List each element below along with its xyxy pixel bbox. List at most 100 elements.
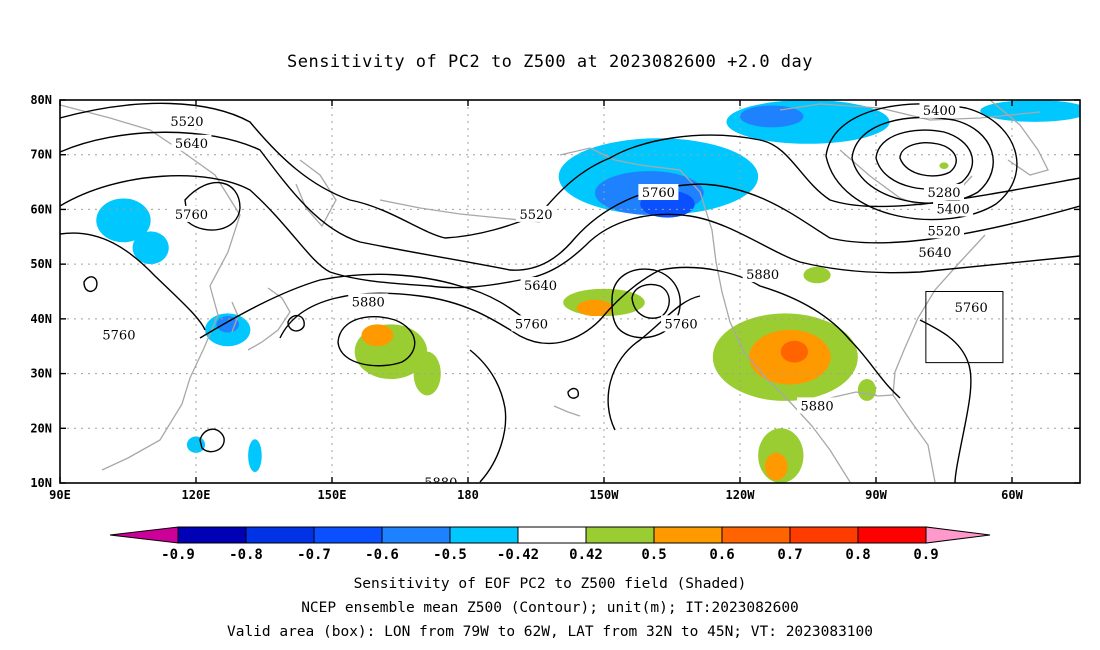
colorbar-end-left bbox=[109, 526, 179, 544]
shaded-region-21 bbox=[764, 452, 788, 481]
shaded-region-22 bbox=[803, 266, 831, 284]
contour-label-bg bbox=[919, 101, 960, 118]
contour-north-canada-low-4 bbox=[825, 103, 1018, 221]
colorbar-segment bbox=[313, 526, 383, 544]
shaded-region-11 bbox=[980, 100, 1080, 122]
colorbar-label: -0.8 bbox=[229, 547, 263, 563]
contour-label: 5520 bbox=[170, 115, 203, 130]
contour-label: 5400 bbox=[937, 202, 970, 217]
colorbar-label: -0.5 bbox=[433, 547, 467, 563]
contour-label-bg bbox=[797, 397, 838, 414]
contour-5640-line bbox=[60, 131, 1080, 271]
contour-label-bg bbox=[742, 266, 783, 283]
contour-label-bg bbox=[951, 298, 992, 315]
contour-5880-line-south bbox=[469, 349, 507, 483]
contour-label-bg bbox=[914, 244, 955, 261]
contour-5880-ridge-east-pacific bbox=[607, 295, 701, 431]
colorbar-label: -0.7 bbox=[297, 547, 331, 563]
contour-north-canada-low-3 bbox=[851, 116, 994, 204]
coastline-alaska bbox=[559, 147, 706, 209]
contour-label-bg bbox=[520, 277, 561, 294]
colorbar-segment bbox=[517, 526, 587, 544]
shaded-region-13 bbox=[361, 324, 394, 347]
lon-tick-label: 90E bbox=[49, 488, 71, 502]
coastline-north-america-east bbox=[892, 234, 986, 483]
z500-contours bbox=[60, 102, 1080, 483]
colorbar-label: -0.42 bbox=[497, 547, 539, 563]
coastline-greenland bbox=[989, 100, 1049, 176]
lon-tick-label: 120E bbox=[182, 488, 211, 502]
contour-label: 5760 bbox=[665, 317, 698, 332]
contour-5760-trough-east-coast bbox=[919, 319, 972, 483]
coastline-hawaii bbox=[553, 405, 581, 417]
lat-tick-label: 40N bbox=[30, 312, 52, 326]
colorbar-segment bbox=[177, 526, 247, 544]
contour-label: 5760 bbox=[515, 317, 548, 332]
colorbar-segment bbox=[789, 526, 859, 544]
colorbar-segment bbox=[449, 526, 519, 544]
colorbar-label: 0.6 bbox=[709, 547, 734, 563]
contour-5760-line-b bbox=[60, 232, 206, 331]
colorbar-label: 0.8 bbox=[845, 547, 870, 563]
contour-north-canada-low-1 bbox=[899, 142, 957, 177]
contour-label: 5880 bbox=[746, 268, 779, 283]
lon-tick-label: 150W bbox=[590, 488, 620, 502]
coastline-aleutians bbox=[379, 199, 541, 223]
lon-tick-label: 120W bbox=[726, 488, 756, 502]
caption-line-2: NCEP ensemble mean Z500 (Contour); unit(… bbox=[301, 600, 799, 616]
lon-tick-label: 90W bbox=[865, 488, 887, 502]
map-area: 5520 5640 5760 5760 5880 5880 5520 5640 5760 5760… bbox=[60, 100, 1080, 491]
contour-label: 5760 bbox=[642, 186, 675, 201]
contour-5880-small-typhoon bbox=[199, 428, 225, 453]
contour-north-canada-low-2 bbox=[875, 129, 974, 190]
shaded-region-19 bbox=[780, 340, 809, 363]
lat-tick-label: 30N bbox=[30, 367, 52, 381]
coastline-north-america-west bbox=[704, 207, 851, 483]
colorbar-segment bbox=[585, 526, 655, 544]
contour-label: 5280 bbox=[927, 186, 960, 201]
contour-5880-line bbox=[279, 266, 901, 399]
lat-tick-label: 70N bbox=[30, 148, 52, 162]
shaded-region-23 bbox=[857, 379, 877, 401]
coastline-japan bbox=[247, 287, 291, 351]
coastlines bbox=[60, 100, 1049, 483]
grid-lines bbox=[60, 100, 1080, 483]
lat-tick-label: 80N bbox=[30, 93, 52, 107]
contour-label-bg bbox=[171, 205, 212, 222]
contour-5760-line-c bbox=[199, 273, 541, 339]
colorbar: -0.9 -0.8 -0.7 -0.6 -0.5 -0.42 0.42 0.5 0.6 0.7 0.… bbox=[109, 526, 991, 563]
lon-tick-label: 150E bbox=[318, 488, 347, 502]
lat-tick-label: 50N bbox=[30, 257, 52, 271]
contour-5760-low-north-pacific bbox=[184, 181, 241, 231]
colorbar-label: -0.9 bbox=[161, 547, 195, 563]
contour-label-bg bbox=[171, 134, 212, 151]
contour-label: 5880 bbox=[352, 295, 385, 310]
contour-label-bg bbox=[933, 200, 974, 217]
shaded-region-16 bbox=[576, 299, 614, 317]
contour-5880-small-hawaii bbox=[567, 387, 580, 399]
contour-labels: 5520 5640 5760 5760 5880 5880 5520 5640 5760 5760… bbox=[98, 101, 992, 491]
coastline-arctic-islands bbox=[779, 103, 1041, 121]
contour-label: 5520 bbox=[519, 208, 552, 223]
contour-label: 5640 bbox=[175, 137, 208, 152]
contour-label: 5760 bbox=[175, 208, 208, 223]
contour-label: 5760 bbox=[955, 301, 988, 316]
lon-tick-label: 180 bbox=[457, 488, 479, 502]
colorbar-end-right bbox=[925, 526, 991, 544]
contour-label: 5520 bbox=[927, 224, 960, 239]
contour-label-bg bbox=[348, 293, 389, 310]
contour-label: 5640 bbox=[918, 246, 951, 261]
contour-label: 5880 bbox=[424, 476, 457, 491]
contour-5880-high-ne-pacific bbox=[631, 283, 670, 319]
contour-label-bg bbox=[638, 184, 679, 201]
colorbar-segment bbox=[721, 526, 791, 544]
colorbar-segment bbox=[245, 526, 315, 544]
colorbar-label: 0.7 bbox=[777, 547, 802, 563]
shaded-region-10 bbox=[740, 105, 804, 128]
colorbar-segment bbox=[857, 526, 927, 544]
lat-tick-label: 20N bbox=[30, 421, 52, 435]
contour-5880-small-japan bbox=[287, 315, 305, 332]
contour-5760-line-a bbox=[60, 175, 1080, 289]
lat-tick-label: 10N bbox=[30, 476, 52, 490]
